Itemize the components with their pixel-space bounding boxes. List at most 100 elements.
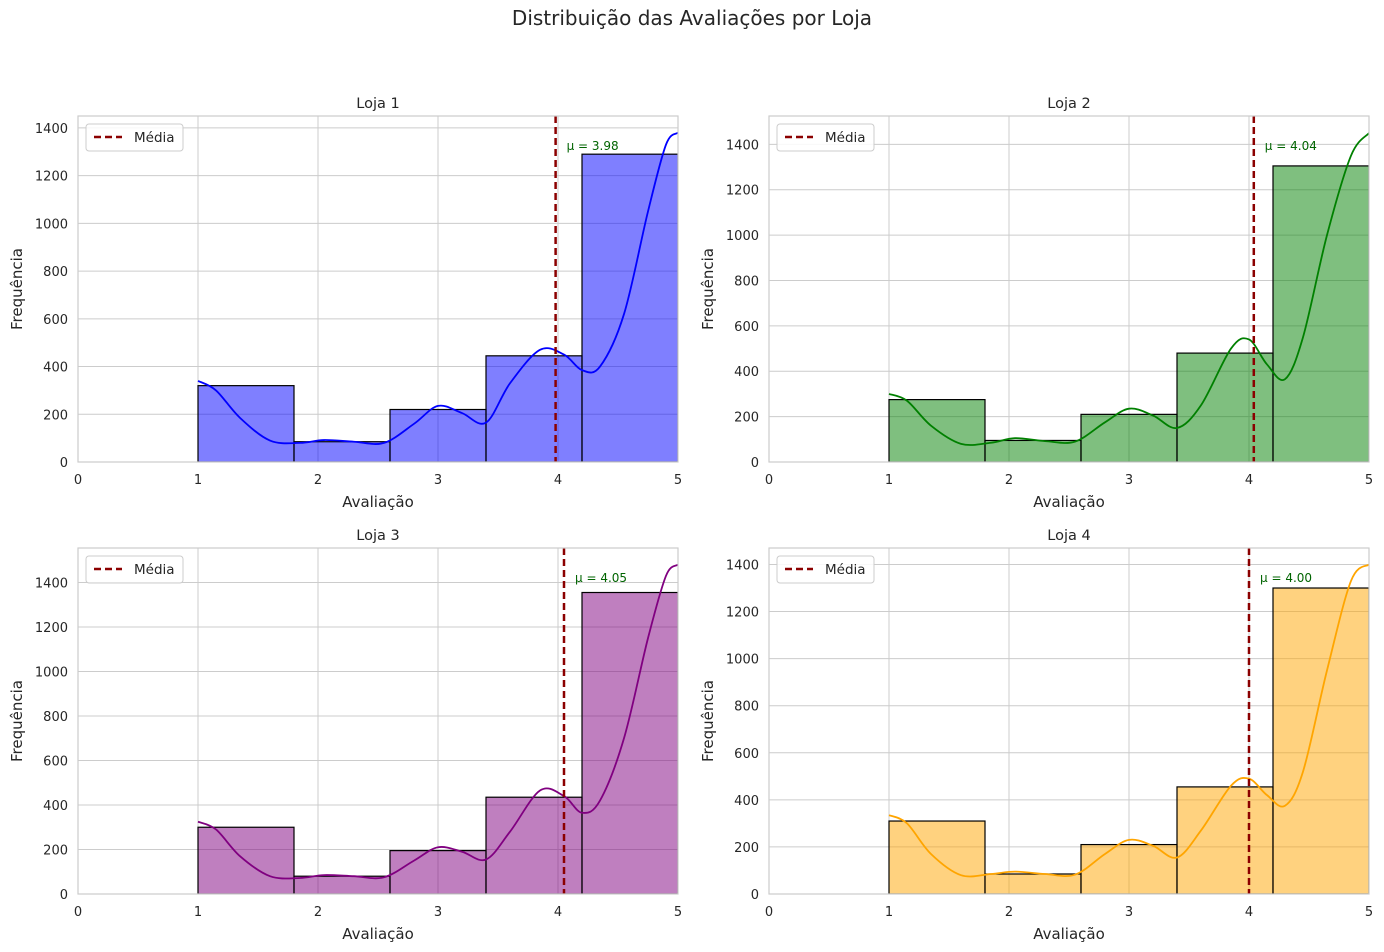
y-tick-label: 0 <box>751 456 759 471</box>
y-tick-label: 1200 <box>35 170 68 185</box>
x-tick-label: 3 <box>434 905 442 920</box>
legend-label: Média <box>825 562 866 578</box>
x-tick-label: 3 <box>434 473 442 488</box>
legend-box <box>85 555 184 584</box>
y-tick-label: 400 <box>734 794 759 809</box>
y-tick-label: 1000 <box>726 229 759 244</box>
y-tick-label: 1000 <box>35 217 68 232</box>
histogram-bar <box>389 850 487 894</box>
histogram-bar <box>1080 843 1178 894</box>
y-tick-label: 400 <box>43 799 68 814</box>
legend: Média <box>776 555 875 584</box>
x-tick-label: 2 <box>314 905 322 920</box>
y-tick-label: 0 <box>60 888 68 903</box>
y-tick-label: 800 <box>734 700 759 715</box>
subplot-1: μ = 3.98 0 1 2 3 4 5 0 200 400 600 800 1000 1200 1400 L… <box>8 96 682 511</box>
subplot-title: Loja 3 <box>356 528 399 544</box>
y-tick-label: 800 <box>734 274 759 289</box>
subplot-4: μ = 4.00 0 1 2 3 4 5 0 200 400 600 800 1000 1200 1400 L… <box>699 528 1373 943</box>
x-tick-label: 5 <box>674 905 682 920</box>
legend-label: Média <box>134 562 175 578</box>
y-tick-label: 400 <box>734 365 759 380</box>
histogram-bar <box>581 153 678 462</box>
y-tick-label: 1400 <box>35 576 68 591</box>
histogram-bar <box>888 820 986 894</box>
subplot-2: μ = 4.04 0 1 2 3 4 5 0 200 400 600 800 1000 1200 1400 L… <box>699 96 1373 511</box>
mean-label: μ = 4.00 <box>1260 571 1312 585</box>
y-tick-label: 1400 <box>35 122 68 137</box>
histogram-bar <box>1176 352 1274 462</box>
y-tick-label: 600 <box>734 747 759 762</box>
y-tick-label: 1200 <box>726 606 759 621</box>
x-tick-label: 5 <box>1365 473 1373 488</box>
histogram-bar <box>1272 165 1369 462</box>
axes-frame <box>77 115 679 463</box>
x-tick-label: 1 <box>885 473 893 488</box>
x-tick-label: 5 <box>1365 905 1373 920</box>
kde-curve <box>888 132 1369 446</box>
subplot-title: Loja 1 <box>356 96 399 112</box>
x-tick-label: 3 <box>1125 473 1133 488</box>
y-tick-label: 0 <box>60 456 68 471</box>
mean-label: μ = 4.05 <box>575 571 627 585</box>
histogram-bar <box>485 355 583 462</box>
y-tick-label: 200 <box>734 411 759 426</box>
legend-label: Média <box>134 130 175 146</box>
y-axis-label: Frequência <box>8 680 26 762</box>
y-tick-label: 1400 <box>726 558 759 573</box>
x-tick-label: 1 <box>194 473 202 488</box>
y-tick-label: 600 <box>43 754 68 769</box>
axes-frame <box>77 547 679 895</box>
x-tick-label: 4 <box>1245 473 1253 488</box>
y-tick-label: 1400 <box>726 138 759 153</box>
y-tick-label: 400 <box>43 361 68 376</box>
x-axis-label: Avaliação <box>1033 925 1105 943</box>
mean-label: μ = 3.98 <box>567 139 619 153</box>
histogram-bar <box>1272 587 1369 894</box>
x-tick-label: 3 <box>1125 905 1133 920</box>
subplot-3: μ = 4.05 0 1 2 3 4 5 0 200 400 600 800 1000 1200 1400 L… <box>8 528 682 943</box>
x-tick-label: 2 <box>1005 473 1013 488</box>
y-tick-label: 1000 <box>35 665 68 680</box>
subplot-title: Loja 2 <box>1047 96 1090 112</box>
histogram-bar <box>1080 413 1178 462</box>
x-tick-label: 2 <box>1005 905 1013 920</box>
y-tick-label: 800 <box>43 265 68 280</box>
legend: Média <box>776 123 875 152</box>
kde-curve <box>197 131 678 445</box>
y-tick-label: 600 <box>43 313 68 328</box>
axes-frame <box>768 547 1370 895</box>
x-tick-label: 0 <box>74 473 82 488</box>
y-axis-label: Frequência <box>699 680 717 762</box>
legend: Média <box>85 123 184 152</box>
legend: Média <box>85 555 184 584</box>
x-tick-label: 0 <box>765 905 773 920</box>
histogram-bar <box>1176 786 1274 894</box>
histogram-bar <box>389 408 487 462</box>
histogram-bar <box>581 591 678 894</box>
legend-box <box>776 555 875 584</box>
x-tick-label: 0 <box>74 905 82 920</box>
y-tick-label: 200 <box>43 408 68 423</box>
y-tick-label: 200 <box>734 841 759 856</box>
y-axis-label: Frequência <box>8 248 26 330</box>
y-tick-label: 0 <box>751 888 759 903</box>
x-axis-label: Avaliação <box>342 493 414 511</box>
x-axis-label: Avaliação <box>342 925 414 943</box>
x-tick-label: 4 <box>554 473 562 488</box>
figure-title: Distribuição das Avaliações por Loja <box>511 6 873 30</box>
y-tick-label: 1000 <box>726 653 759 668</box>
x-tick-label: 1 <box>885 905 893 920</box>
y-tick-label: 600 <box>734 320 759 335</box>
subplot-title: Loja 4 <box>1047 528 1090 544</box>
y-axis-label: Frequência <box>699 248 717 330</box>
x-tick-label: 1 <box>194 905 202 920</box>
kde-curve <box>888 563 1369 878</box>
legend-label: Média <box>825 130 866 146</box>
x-tick-label: 4 <box>1245 905 1253 920</box>
x-tick-label: 4 <box>554 905 562 920</box>
legend-box <box>85 123 184 152</box>
x-tick-label: 5 <box>674 473 682 488</box>
